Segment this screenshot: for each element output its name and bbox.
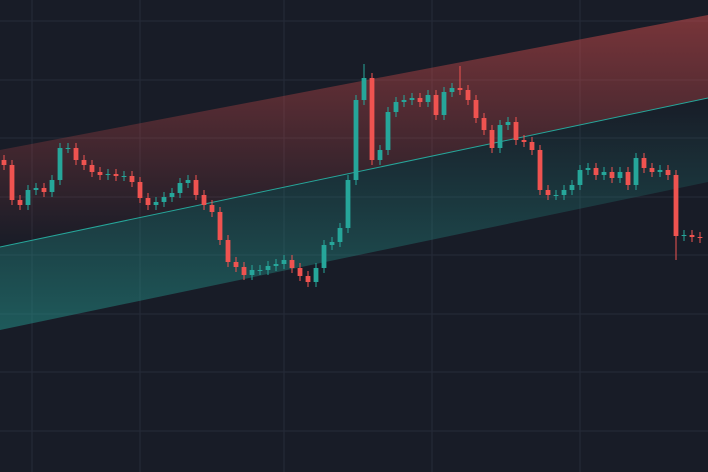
candle-body [225, 240, 231, 262]
candle-body [665, 170, 671, 175]
candle-body [129, 176, 135, 182]
candle-body [265, 266, 271, 270]
candle-body [385, 112, 391, 150]
candle-body [361, 78, 367, 100]
candle-body [145, 198, 151, 205]
candle-body [113, 174, 119, 176]
candle-body [1, 160, 7, 165]
candle-body [65, 148, 71, 149]
candle-body [649, 168, 655, 172]
candle-body [281, 260, 287, 264]
candle-body [585, 168, 591, 170]
candle-body [249, 270, 255, 275]
candle-body [329, 242, 335, 245]
candle-body [505, 122, 511, 125]
candle-body [193, 180, 199, 195]
candle-body [89, 165, 95, 172]
candle-body [561, 190, 567, 195]
candle-body [681, 235, 687, 236]
candle-body [497, 125, 503, 148]
candle-body [217, 212, 223, 240]
candle-body [641, 158, 647, 168]
candle-body [481, 118, 487, 130]
candle-body [121, 176, 127, 177]
candle-body [521, 140, 527, 142]
candle-body [25, 190, 31, 205]
candle-body [17, 200, 23, 205]
candle-body [73, 148, 79, 160]
candle-body [537, 150, 543, 190]
candle-body [657, 170, 663, 172]
candle-body [305, 276, 311, 282]
candle-body [513, 122, 519, 140]
candle-body [177, 183, 183, 193]
candle-body [105, 174, 111, 175]
candle-body [41, 188, 47, 192]
candle-body [393, 102, 399, 112]
candle-body [313, 268, 319, 282]
candle-body [153, 202, 159, 205]
candle-body [257, 270, 263, 271]
candle-body [321, 245, 327, 268]
candle-body [185, 180, 191, 183]
candle-body [473, 100, 479, 118]
candle-body [417, 98, 423, 102]
candle-body [609, 172, 615, 178]
candle-body [465, 90, 471, 100]
candle-body [97, 172, 103, 175]
candle-body [433, 95, 439, 115]
candle-body [233, 262, 239, 267]
candle-body [457, 88, 463, 90]
candle-body [377, 150, 383, 160]
candle-body [425, 95, 431, 102]
candle-body [617, 172, 623, 178]
candle-body [625, 172, 631, 185]
candle-body [209, 205, 215, 212]
candle-body [297, 268, 303, 276]
candle-body [449, 88, 455, 92]
candle-body [49, 180, 55, 192]
candle-body [441, 92, 447, 115]
candle-body [353, 100, 359, 180]
candle-body [169, 193, 175, 197]
candle-body [593, 168, 599, 175]
candle-body [137, 182, 143, 198]
candle-body [161, 197, 167, 202]
candle-body [633, 158, 639, 185]
candle-body [9, 165, 15, 200]
channel-lower-band [0, 98, 708, 330]
candle-body [401, 100, 407, 102]
candle-body [577, 170, 583, 185]
candle-body [33, 188, 39, 190]
candle-body [689, 235, 695, 237]
candle-body [673, 175, 679, 236]
candle-body [545, 190, 551, 195]
candle-body [273, 264, 279, 266]
candle-body [241, 267, 247, 275]
candle-body [81, 160, 87, 165]
candle-body [697, 237, 703, 238]
candle-body [369, 78, 375, 160]
candle-body [569, 185, 575, 190]
candle-body [601, 172, 607, 175]
candle-body [529, 142, 535, 150]
candle-body [553, 195, 559, 196]
candle-body [345, 180, 351, 228]
candle-body [337, 228, 343, 242]
candle-body [201, 195, 207, 205]
candle-body [409, 98, 415, 100]
candle-body [489, 130, 495, 148]
candle-body [289, 260, 295, 268]
candle-body [57, 148, 63, 180]
